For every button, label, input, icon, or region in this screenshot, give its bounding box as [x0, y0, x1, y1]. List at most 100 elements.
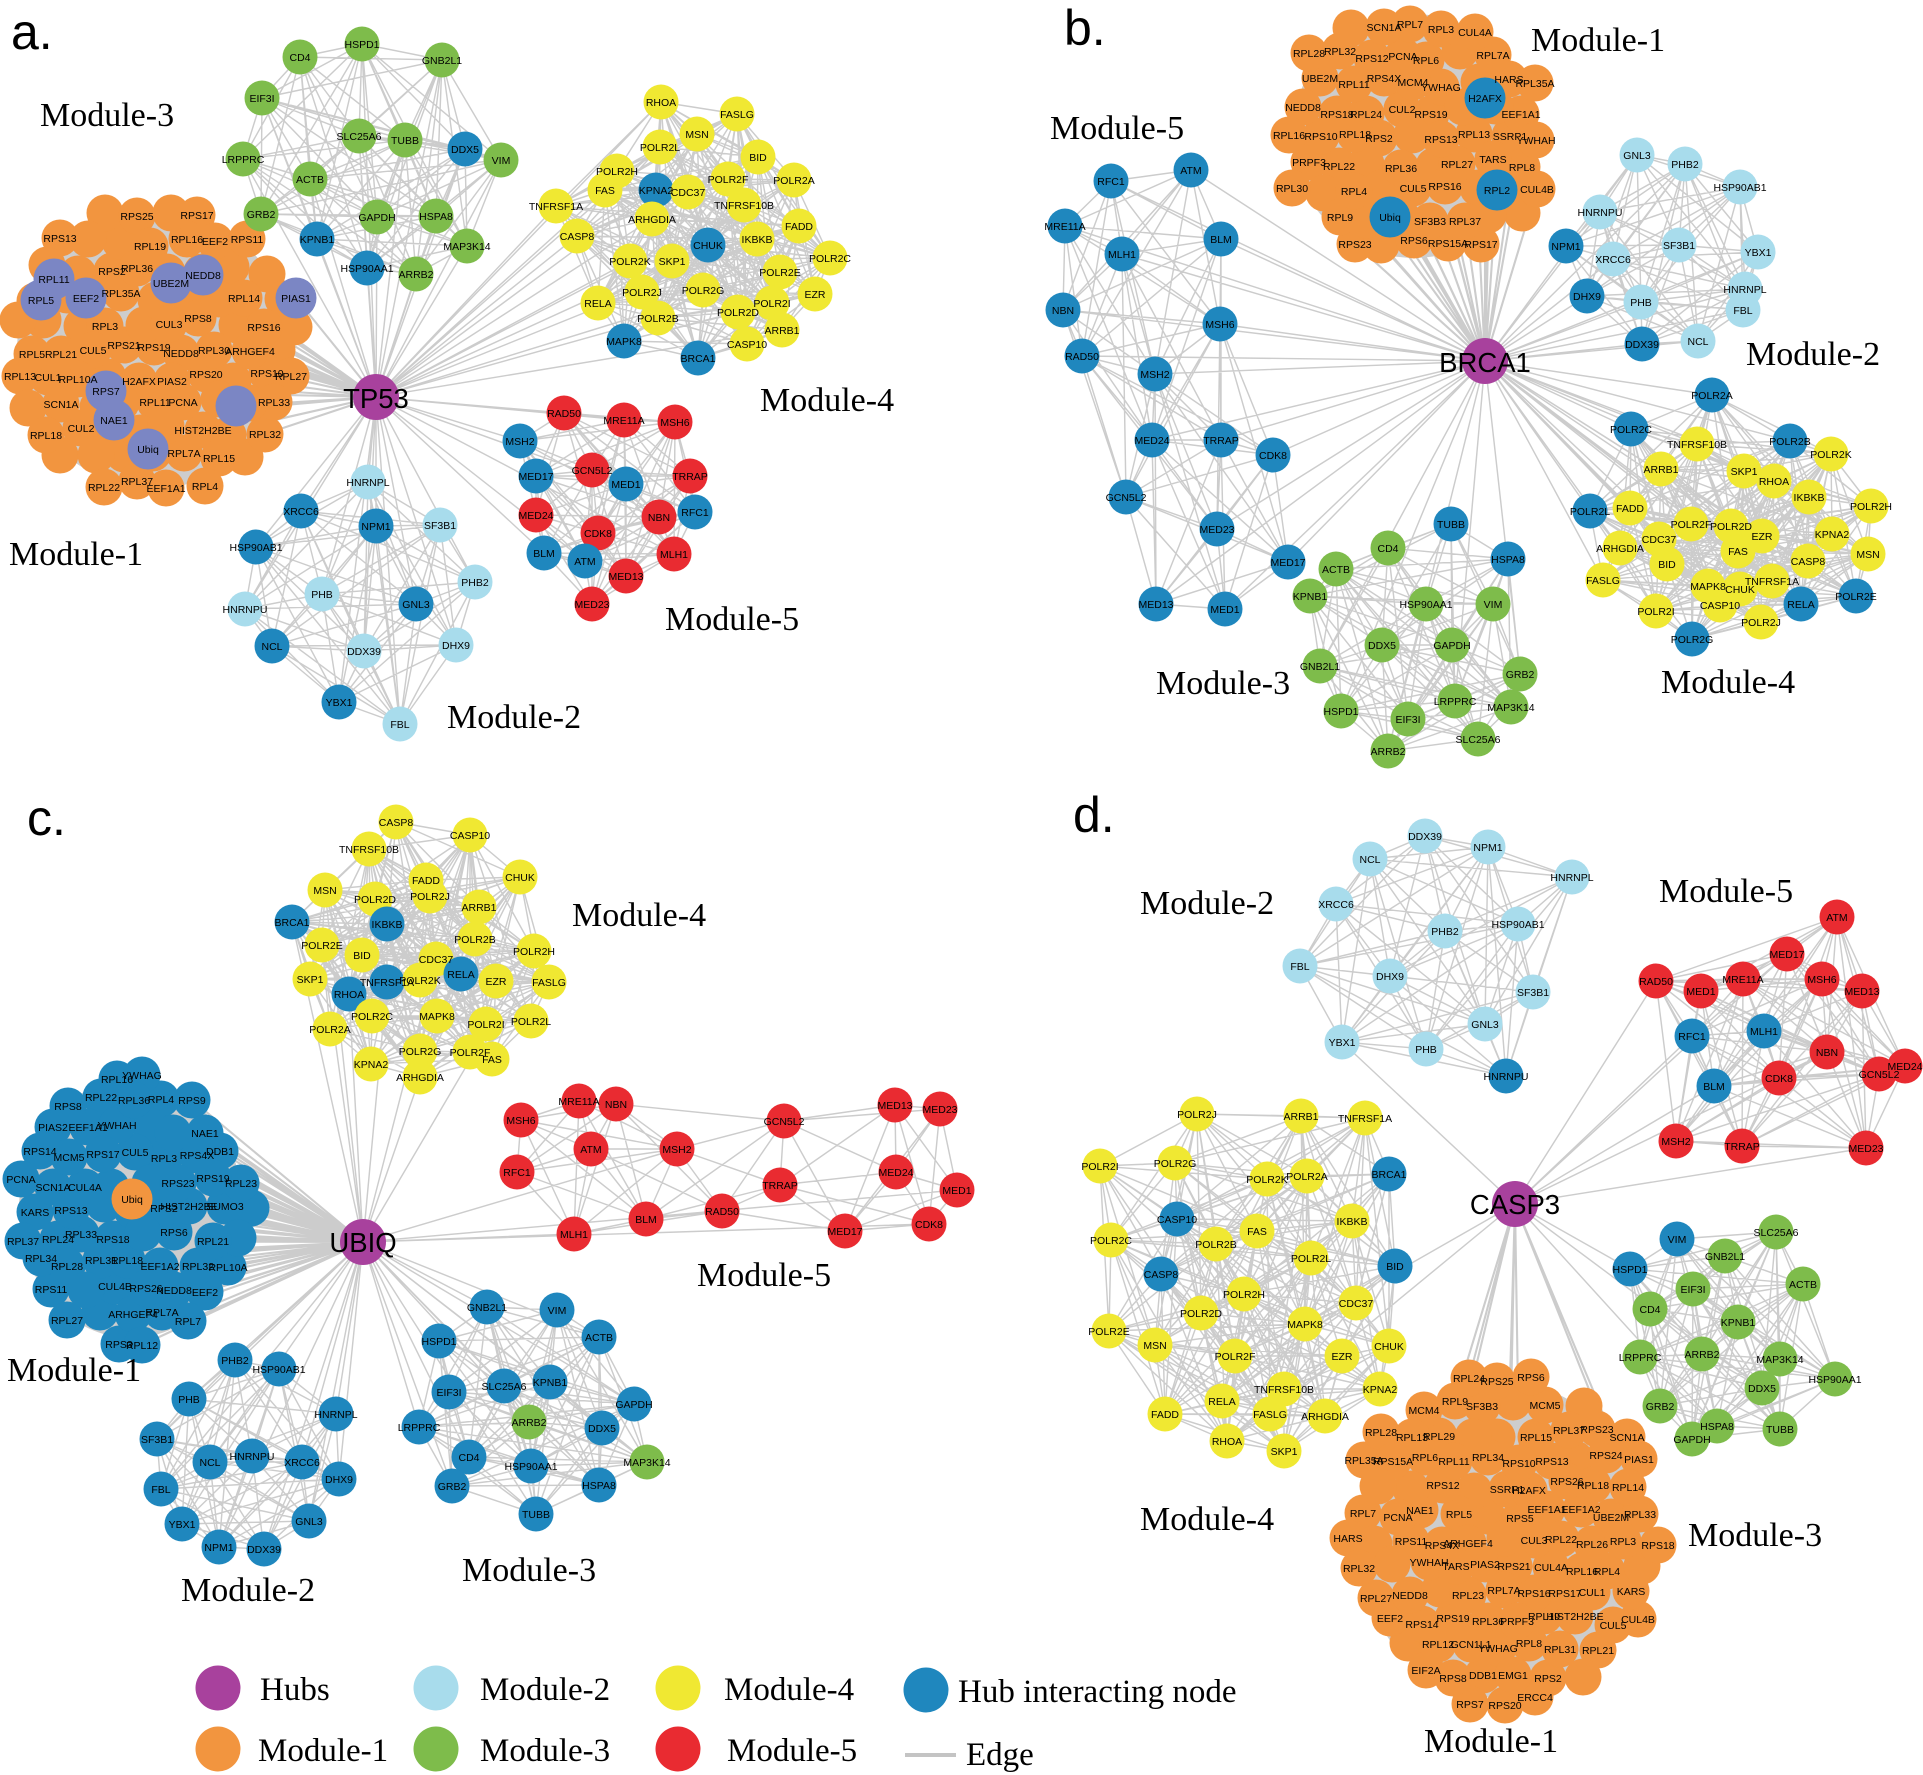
svg-text:RPL24: RPL24 — [1350, 109, 1382, 121]
svg-text:RPL37: RPL37 — [121, 476, 153, 488]
svg-text:RPS19: RPS19 — [196, 1173, 229, 1185]
svg-text:DDB1: DDB1 — [1469, 1670, 1497, 1682]
svg-text:PHB2: PHB2 — [1431, 926, 1459, 938]
svg-text:XRCC6: XRCC6 — [283, 506, 319, 518]
svg-text:RHOA: RHOA — [646, 97, 676, 109]
svg-text:VIM: VIM — [548, 1305, 567, 1317]
svg-text:FADD: FADD — [1616, 503, 1644, 515]
svg-text:RELA: RELA — [447, 969, 474, 981]
svg-text:RPL29: RPL29 — [1423, 1431, 1455, 1443]
svg-text:NCL: NCL — [261, 641, 282, 653]
svg-text:MAP3K14: MAP3K14 — [623, 1457, 670, 1469]
svg-text:ATM: ATM — [1180, 165, 1201, 177]
svg-text:CUL5: CUL5 — [122, 1147, 149, 1159]
svg-text:RAD50: RAD50 — [1639, 976, 1673, 988]
svg-text:RPL3: RPL3 — [151, 1153, 177, 1165]
svg-text:RPS20: RPS20 — [189, 369, 222, 381]
svg-text:RPL24: RPL24 — [42, 1234, 74, 1246]
svg-text:HSPD1: HSPD1 — [344, 39, 379, 51]
svg-text:HSPA8: HSPA8 — [419, 211, 453, 223]
svg-text:CASP8: CASP8 — [1791, 556, 1826, 568]
svg-text:ACTB: ACTB — [296, 174, 324, 186]
svg-text:CUL3: CUL3 — [1521, 1535, 1548, 1547]
svg-text:EIF3I: EIF3I — [436, 1387, 461, 1399]
svg-text:KPNB1: KPNB1 — [1721, 1317, 1756, 1329]
svg-text:RPS18: RPS18 — [96, 1234, 129, 1246]
svg-text:POLR2I: POLR2I — [467, 1019, 504, 1031]
svg-text:RPS26: RPS26 — [1550, 1476, 1583, 1488]
svg-text:RPS25: RPS25 — [1480, 1376, 1513, 1388]
svg-text:BID: BID — [353, 950, 371, 962]
svg-text:HSP90AB1: HSP90AB1 — [229, 542, 282, 554]
svg-text:RPL16: RPL16 — [171, 234, 203, 246]
svg-text:RPL13: RPL13 — [1396, 1432, 1428, 1444]
svg-text:RAD50: RAD50 — [1065, 351, 1099, 363]
svg-text:MAP3K14: MAP3K14 — [1487, 702, 1534, 714]
svg-text:NPM1: NPM1 — [361, 521, 390, 533]
svg-text:MRE11A: MRE11A — [1722, 974, 1763, 986]
svg-text:DDX5: DDX5 — [588, 1423, 616, 1435]
svg-text:SCN1A: SCN1A — [35, 1182, 70, 1194]
svg-text:ARRB1: ARRB1 — [1283, 1111, 1318, 1123]
svg-text:RPS15A: RPS15A — [1428, 238, 1468, 250]
svg-text:POLR2C: POLR2C — [1090, 1235, 1132, 1247]
svg-text:DDX39: DDX39 — [1625, 339, 1659, 351]
svg-text:YWHAG: YWHAG — [122, 1070, 162, 1082]
svg-text:RPL18: RPL18 — [111, 1255, 143, 1267]
svg-text:ARRB2: ARRB2 — [398, 269, 433, 281]
svg-text:HSP90AA1: HSP90AA1 — [1808, 1374, 1861, 1386]
svg-text:TUBB: TUBB — [1766, 1424, 1794, 1436]
svg-text:ARHGDIA: ARHGDIA — [1596, 543, 1644, 555]
svg-text:NAE1: NAE1 — [191, 1128, 219, 1140]
svg-text:RPL4: RPL4 — [148, 1094, 174, 1106]
svg-text:RPL23: RPL23 — [225, 1178, 257, 1190]
svg-text:RPL28: RPL28 — [1293, 48, 1325, 60]
svg-text:MLH1: MLH1 — [560, 1229, 588, 1241]
svg-text:MED13: MED13 — [608, 571, 643, 583]
svg-text:LRPPRC: LRPPRC — [398, 1422, 441, 1434]
svg-text:HNRNPL: HNRNPL — [1723, 284, 1766, 296]
svg-text:MCM5: MCM5 — [1530, 1400, 1561, 1412]
svg-text:PIAS2: PIAS2 — [38, 1122, 68, 1134]
svg-text:POLR2B: POLR2B — [637, 313, 678, 325]
svg-text:HIST2H2BE: HIST2H2BE — [160, 1201, 217, 1213]
svg-text:RPS13: RPS13 — [1535, 1456, 1568, 1468]
svg-text:RPS23: RPS23 — [161, 1178, 194, 1190]
svg-text:GRB2: GRB2 — [247, 209, 276, 221]
svg-text:KPNA2: KPNA2 — [1363, 1384, 1398, 1396]
svg-text:SF3B3: SF3B3 — [1466, 1401, 1498, 1413]
svg-text:TNFRSF1A: TNFRSF1A — [529, 201, 583, 213]
svg-text:KPNA2: KPNA2 — [354, 1059, 389, 1071]
svg-text:KPNA2: KPNA2 — [1815, 529, 1850, 541]
svg-text:MAP3K14: MAP3K14 — [443, 241, 490, 253]
svg-text:RPL7A: RPL7A — [1476, 50, 1509, 62]
svg-text:Module-1: Module-1 — [1531, 22, 1665, 59]
svg-text:RPL8: RPL8 — [1509, 162, 1535, 174]
svg-text:ARHGEF4: ARHGEF4 — [108, 1309, 158, 1321]
svg-text:HNRNPU: HNRNPU — [1578, 207, 1623, 219]
svg-text:BID: BID — [749, 152, 767, 164]
svg-text:RPL35A: RPL35A — [1515, 78, 1554, 90]
svg-text:RPL13: RPL13 — [4, 371, 36, 383]
svg-text:MED1: MED1 — [942, 1185, 971, 1197]
svg-text:POLR2J: POLR2J — [1741, 617, 1781, 629]
svg-text:EEF2: EEF2 — [73, 293, 99, 305]
svg-text:UBE2M: UBE2M — [1302, 73, 1338, 85]
svg-text:Ubiq: Ubiq — [1379, 212, 1401, 224]
svg-text:RPS10: RPS10 — [250, 368, 283, 380]
svg-text:CASP8: CASP8 — [1144, 1269, 1179, 1281]
svg-text:CHUK: CHUK — [693, 240, 723, 252]
svg-text:PRPF3: PRPF3 — [1500, 1616, 1534, 1628]
svg-text:HSP90AB1: HSP90AB1 — [252, 1364, 305, 1376]
svg-text:RPL16: RPL16 — [1566, 1566, 1598, 1578]
svg-text:Module-1: Module-1 — [9, 536, 143, 573]
svg-text:RPS26: RPS26 — [129, 1283, 162, 1295]
svg-text:RPL34: RPL34 — [25, 1253, 57, 1265]
svg-text:PHB2: PHB2 — [221, 1355, 249, 1367]
svg-text:RPL21: RPL21 — [1582, 1645, 1614, 1657]
svg-text:RPL19: RPL19 — [1528, 1611, 1560, 1623]
svg-text:RPS7: RPS7 — [92, 386, 120, 398]
svg-text:BLM: BLM — [1210, 234, 1232, 246]
svg-text:MSH2: MSH2 — [505, 436, 534, 448]
svg-text:POLR2E: POLR2E — [1088, 1326, 1129, 1338]
